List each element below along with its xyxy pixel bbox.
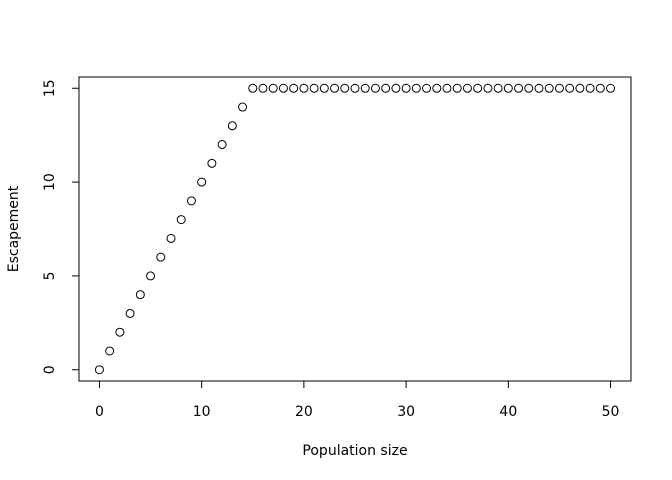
x-axis-title: Population size <box>302 443 407 459</box>
data-point <box>534 83 544 93</box>
data-point <box>370 83 380 93</box>
y-tick-label: 0 <box>42 365 58 374</box>
data-point <box>340 83 350 93</box>
data-point <box>186 196 196 206</box>
data-point <box>554 83 564 93</box>
data-point <box>401 83 411 93</box>
data-point <box>350 83 360 93</box>
x-tick-label: 40 <box>499 404 517 420</box>
plot-frame <box>78 76 632 382</box>
data-point <box>115 327 125 337</box>
x-tick-label: 30 <box>397 404 415 420</box>
x-tick-label: 20 <box>295 404 313 420</box>
data-point <box>166 233 176 243</box>
data-point <box>462 83 472 93</box>
x-tick-label: 10 <box>193 404 211 420</box>
data-point <box>207 158 217 168</box>
data-point <box>360 83 370 93</box>
y-axis-title: Escapement <box>6 185 22 272</box>
data-points <box>94 83 616 375</box>
data-point <box>268 83 278 93</box>
y-tick-label: 5 <box>42 271 58 280</box>
x-tick-label: 50 <box>602 404 620 420</box>
data-point <box>125 308 135 318</box>
data-point <box>381 83 391 93</box>
data-point <box>278 83 288 93</box>
data-point <box>473 83 483 93</box>
data-point <box>442 83 452 93</box>
data-point <box>258 83 268 93</box>
data-point <box>503 83 513 93</box>
x-tick-label: 0 <box>95 404 104 420</box>
data-point <box>135 290 145 300</box>
data-point <box>248 83 258 93</box>
data-point <box>514 83 524 93</box>
data-point <box>217 140 227 150</box>
data-point <box>238 102 248 112</box>
data-point <box>94 365 104 375</box>
data-point <box>289 83 299 93</box>
data-point <box>299 83 309 93</box>
y-tick-label: 15 <box>42 79 58 97</box>
data-point <box>309 83 319 93</box>
data-point <box>156 252 166 262</box>
data-point <box>319 83 329 93</box>
data-point <box>452 83 462 93</box>
data-point <box>544 83 554 93</box>
data-point <box>330 83 340 93</box>
y-axis: 0 5 10 15 <box>42 79 80 374</box>
data-point <box>595 83 605 93</box>
data-point <box>575 83 585 93</box>
data-point <box>197 177 207 187</box>
y-tick-label: 10 <box>42 173 58 191</box>
data-point <box>606 83 616 93</box>
data-point <box>493 83 503 93</box>
data-point <box>176 215 186 225</box>
data-point <box>422 83 432 93</box>
x-axis: 0 10 20 30 40 50 <box>95 380 620 420</box>
data-point <box>227 121 237 131</box>
data-point <box>524 83 534 93</box>
data-point <box>146 271 156 281</box>
data-point <box>105 346 115 356</box>
data-point <box>432 83 442 93</box>
data-point <box>585 83 595 93</box>
data-point <box>565 83 575 93</box>
data-point <box>411 83 421 93</box>
data-point <box>391 83 401 93</box>
data-point <box>483 83 493 93</box>
